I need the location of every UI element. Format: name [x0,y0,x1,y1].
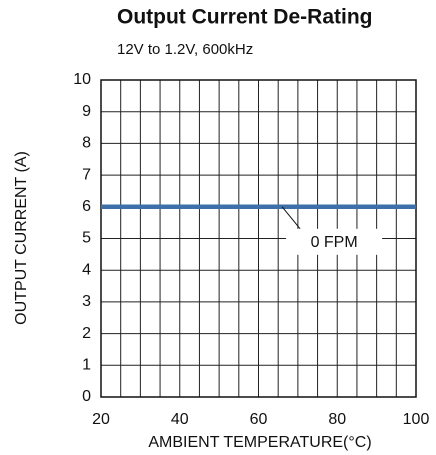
y-tick-label: 1 [82,357,91,374]
y-tick-label: 5 [82,230,91,247]
x-tick-label: 100 [403,411,430,428]
chart-subtitle: 12V to 1.2V, 600kHz [117,41,253,58]
plot-frame [100,79,417,398]
x-tick-label: 40 [171,411,189,428]
x-tick-label: 20 [92,411,110,428]
x-tick-label: 60 [250,411,268,428]
y-tick-label: 10 [73,71,91,88]
y-tick-label: 7 [82,166,91,183]
y-tick-label: 8 [82,135,91,152]
y-axis-label: OUTPUT CURRENT (A) [13,151,30,325]
series-label: 0 FPM [311,234,358,251]
y-tick-label: 3 [82,293,91,310]
y-tick-label: 0 [82,388,91,405]
y-tick-label: 6 [82,198,91,215]
annotation-box [286,228,383,255]
chart-title: Output Current De-Rating [117,6,372,29]
x-tick-label: 80 [328,411,346,428]
x-axis-label: AMBIENT TEMPERATURE(°C) [148,434,371,451]
annotation-leader [281,206,301,230]
y-tick-label: 9 [82,103,91,120]
y-tick-label: 2 [82,325,91,342]
y-tick-label: 4 [82,261,91,278]
